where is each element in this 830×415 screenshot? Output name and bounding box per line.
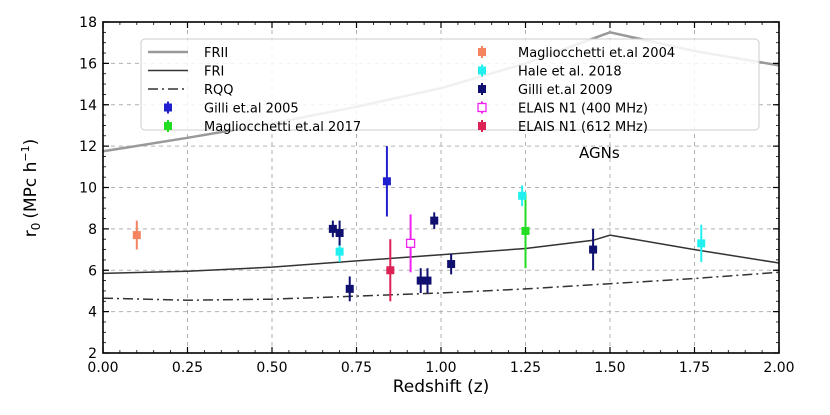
legend-handle-gilli-et-al-2009 bbox=[478, 85, 486, 93]
legend-box bbox=[140, 38, 760, 131]
point-elais-n1-612-mhz bbox=[386, 266, 395, 275]
legend-label-frii: FRII bbox=[204, 46, 228, 61]
line-fri bbox=[103, 234, 779, 275]
y-tick-label: 18 bbox=[79, 15, 97, 31]
point-gilli-et-al-2005 bbox=[382, 177, 391, 186]
point-hale-et-al-2018 bbox=[697, 239, 706, 248]
point-magliocchetti-et-al-2017 bbox=[521, 226, 530, 235]
point-magliocchetti-et-al-2004 bbox=[132, 231, 141, 240]
y-tick-label: 14 bbox=[79, 98, 97, 114]
point-gilli-et-al-2009 bbox=[447, 260, 456, 269]
x-tick-label: 1.00 bbox=[425, 360, 456, 376]
legend-label-magliocchetti-et-al-2017: Magliocchetti et.al 2017 bbox=[204, 120, 361, 135]
line-rqq bbox=[103, 271, 779, 301]
point-gilli-et-al-2009 bbox=[430, 216, 439, 225]
y-axis-label: r0(MPc h−1) bbox=[19, 139, 43, 238]
point-hale-et-al-2018 bbox=[518, 191, 527, 200]
legend-label-rqq: RQQ bbox=[204, 83, 234, 98]
legend-label-hale-et-al-2018: Hale et al. 2018 bbox=[518, 65, 622, 80]
y-tick-label: 12 bbox=[79, 139, 97, 155]
legend-handle-hale-et-al-2018 bbox=[478, 66, 486, 75]
y-tick-label: 2 bbox=[88, 346, 97, 362]
point-elais-n1-400-mhz bbox=[405, 238, 416, 249]
plot-frame bbox=[102, 21, 780, 354]
legend-label-gilli-et-al-2005: Gilli et.al 2005 bbox=[204, 102, 299, 117]
point-gilli-et-al-2009 bbox=[589, 245, 598, 254]
y-tick-label: 10 bbox=[79, 181, 97, 197]
point-gilli-et-al-2009 bbox=[345, 284, 354, 293]
legend-label-magliocchetti-et-al-2004: Magliocchetti et.al 2004 bbox=[518, 46, 675, 61]
legend-label-elais-n1-400-mhz: ELAIS N1 (400 MHz) bbox=[518, 102, 648, 117]
legend-handle-gilli-et-al-2005 bbox=[164, 103, 172, 112]
data-points bbox=[132, 146, 706, 302]
legend-label-elais-n1-612-mhz: ELAIS N1 (612 MHz) bbox=[518, 120, 648, 135]
legend-handle-magliocchetti-et-al-2017 bbox=[164, 122, 172, 130]
point-hale-et-al-2018 bbox=[335, 247, 344, 256]
legend-label-gilli-et-al-2009: Gilli et.al 2009 bbox=[518, 83, 613, 98]
legend-label-fri: FRI bbox=[204, 65, 224, 80]
point-gilli-et-al-2009 bbox=[328, 224, 337, 233]
x-axis-label: Redshift (z) bbox=[393, 377, 490, 397]
y-tick-label: 4 bbox=[88, 305, 97, 321]
x-tick-label: 0.00 bbox=[87, 360, 118, 376]
point-gilli-et-al-2009 bbox=[416, 276, 425, 285]
annotation-agns: AGNs bbox=[579, 144, 620, 162]
legend-handle-elais-n1-612-mhz bbox=[478, 122, 486, 130]
legend-handle-elais-n1-400-mhz bbox=[477, 102, 487, 113]
point-gilli-et-al-2009 bbox=[423, 276, 432, 285]
point-gilli-et-al-2009 bbox=[335, 229, 344, 238]
x-tick-label: 0.25 bbox=[172, 360, 203, 376]
legend: FRII FRI RQQ Gilli et.al 2005 Magliocchetti … bbox=[140, 38, 760, 135]
x-tick-label: 0.75 bbox=[341, 360, 372, 376]
x-tick-label: 0.50 bbox=[256, 360, 287, 376]
y-tick-label: 6 bbox=[88, 263, 97, 279]
x-tick-label: 1.25 bbox=[510, 360, 541, 376]
x-tick-label: 1.50 bbox=[594, 360, 625, 376]
x-tick-label: 1.75 bbox=[679, 360, 710, 376]
x-tick-label: 2.00 bbox=[763, 360, 794, 376]
y-tick-label: 8 bbox=[88, 222, 97, 238]
legend-handle-magliocchetti-et-al-2004 bbox=[478, 48, 486, 56]
y-tick-label: 16 bbox=[79, 56, 97, 72]
